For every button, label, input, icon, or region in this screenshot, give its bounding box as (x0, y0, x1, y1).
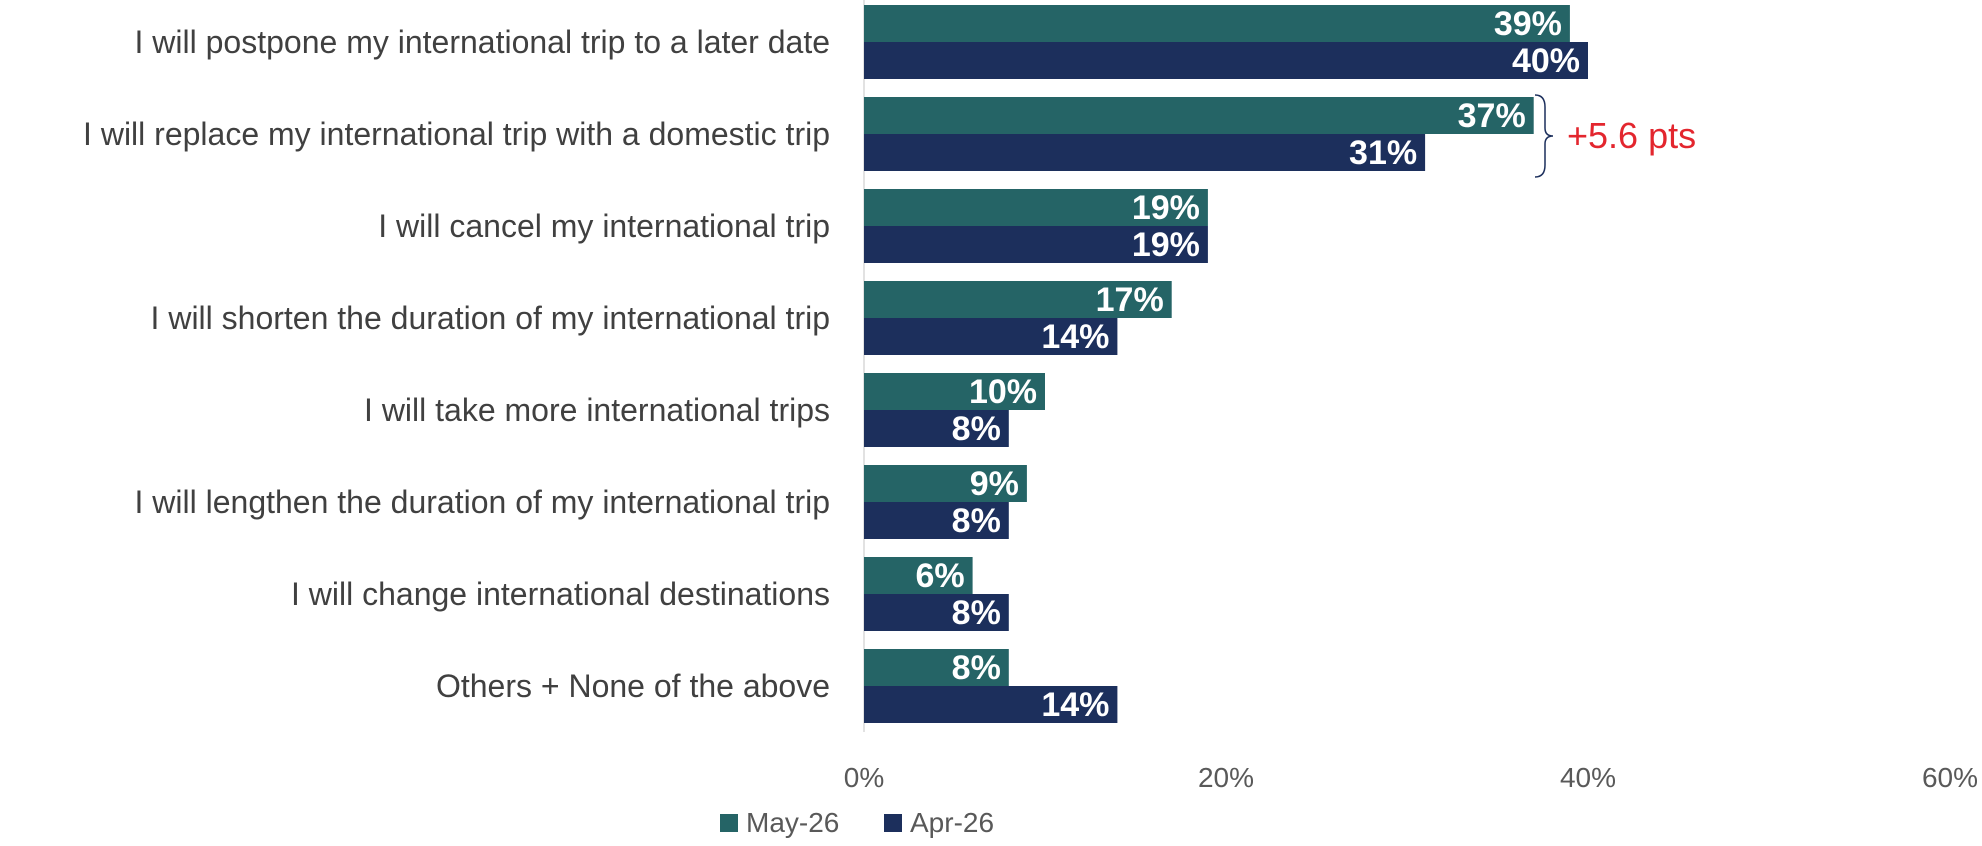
data-label: 39% (1494, 5, 1562, 43)
data-label: 19% (1132, 226, 1200, 264)
bar-apr-26 (864, 134, 1426, 171)
data-label: 31% (1349, 134, 1417, 172)
data-label: 8% (952, 649, 1001, 687)
bar-apr-26 (864, 502, 1009, 539)
bar-apr-26 (864, 226, 1208, 263)
category-label: I will lengthen the duration of my inter… (135, 484, 831, 520)
bar-apr-26 (864, 594, 1009, 631)
category-label: I will postpone my international trip to… (135, 24, 830, 60)
data-label: 37% (1458, 97, 1526, 135)
bar-may-26 (864, 465, 1027, 502)
legend-label: Apr-26 (910, 807, 994, 838)
bar-apr-26 (864, 42, 1588, 79)
data-label: 8% (952, 502, 1001, 540)
data-label: 19% (1132, 189, 1200, 227)
bar-may-26 (864, 97, 1534, 134)
data-label: 14% (1041, 686, 1109, 724)
bar-apr-26 (864, 318, 1118, 355)
data-label: 17% (1096, 281, 1164, 319)
bar-may-26 (864, 557, 973, 594)
category-label: Others + None of the above (436, 668, 830, 704)
data-label: 9% (970, 465, 1019, 503)
data-label: 40% (1512, 42, 1580, 80)
data-label: 8% (952, 594, 1001, 632)
bar-may-26 (864, 373, 1045, 410)
data-label: 14% (1041, 318, 1109, 356)
category-label: I will shorten the duration of my intern… (151, 300, 830, 336)
x-tick-label: 60% (1922, 762, 1978, 793)
bar-apr-26 (864, 410, 1009, 447)
category-label: I will replace my international trip wit… (83, 116, 830, 152)
x-tick-label: 40% (1560, 762, 1616, 793)
bar-may-26 (864, 281, 1172, 318)
x-tick-label: 0% (844, 762, 884, 793)
annotation-bracket (1534, 94, 1554, 178)
bar-apr-26 (864, 686, 1118, 723)
category-label: I will take more international trips (364, 392, 830, 428)
legend-swatch-apr-26 (884, 814, 902, 832)
annotation-text: +5.6 pts (1567, 115, 1696, 156)
x-tick-label: 20% (1198, 762, 1254, 793)
bar-may-26 (864, 649, 1009, 686)
category-label: I will cancel my international trip (378, 208, 830, 244)
legend-swatch-may-26 (720, 814, 738, 832)
category-label: I will change international destinations (291, 576, 830, 612)
bar-may-26 (864, 5, 1570, 42)
legend-label: May-26 (746, 807, 839, 838)
data-label: 8% (952, 410, 1001, 448)
data-label: 6% (915, 557, 964, 595)
bar-may-26 (864, 189, 1208, 226)
data-label: 10% (969, 373, 1037, 411)
